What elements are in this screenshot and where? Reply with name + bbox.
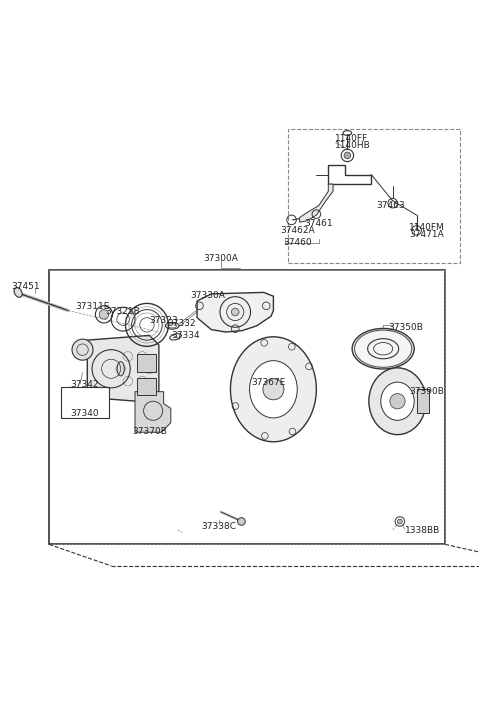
Text: 37311E: 37311E: [75, 302, 109, 311]
Ellipse shape: [250, 361, 297, 418]
Text: 37370B: 37370B: [132, 427, 167, 436]
Text: 37390B: 37390B: [409, 387, 444, 396]
Circle shape: [344, 152, 351, 159]
Bar: [137, 378, 156, 395]
Circle shape: [238, 518, 245, 525]
Text: 37342: 37342: [71, 380, 99, 389]
Text: 1140FF: 1140FF: [336, 134, 369, 144]
Text: 37350B: 37350B: [388, 323, 423, 332]
Text: 37451: 37451: [11, 282, 39, 291]
Text: 37471A: 37471A: [409, 230, 444, 239]
Circle shape: [72, 339, 93, 360]
Text: 37334: 37334: [171, 331, 199, 340]
FancyBboxPatch shape: [49, 270, 445, 544]
Text: 37338C: 37338C: [201, 522, 236, 531]
Text: 1338BB: 1338BB: [405, 525, 440, 534]
Text: 37462A: 37462A: [281, 226, 315, 235]
Bar: [417, 390, 429, 413]
Text: 37332: 37332: [168, 320, 196, 329]
FancyBboxPatch shape: [288, 129, 459, 263]
Polygon shape: [300, 184, 333, 222]
Ellipse shape: [381, 382, 414, 420]
Ellipse shape: [369, 368, 426, 435]
Text: 37367E: 37367E: [252, 378, 286, 387]
Text: 37460: 37460: [283, 238, 312, 247]
Bar: [61, 387, 109, 418]
Ellipse shape: [230, 337, 316, 442]
Circle shape: [231, 308, 239, 316]
Bar: [137, 354, 156, 372]
Polygon shape: [87, 335, 159, 402]
Ellipse shape: [14, 288, 22, 298]
Text: 37300A: 37300A: [204, 254, 239, 262]
Text: 37323: 37323: [149, 315, 178, 325]
Polygon shape: [135, 392, 171, 432]
Polygon shape: [328, 165, 371, 184]
Text: 1140HB: 1140HB: [336, 141, 371, 151]
Polygon shape: [197, 293, 274, 332]
Circle shape: [263, 379, 284, 399]
Text: 37463: 37463: [376, 201, 405, 210]
Text: 37461: 37461: [304, 218, 333, 228]
Ellipse shape: [117, 361, 124, 376]
Text: 37321B: 37321B: [106, 308, 141, 317]
Circle shape: [397, 519, 402, 524]
Text: 37340: 37340: [71, 409, 99, 418]
Circle shape: [99, 310, 109, 319]
Text: 37330A: 37330A: [190, 291, 225, 300]
Ellipse shape: [352, 329, 414, 369]
Text: 1140FM: 1140FM: [409, 223, 445, 231]
Circle shape: [390, 394, 405, 409]
